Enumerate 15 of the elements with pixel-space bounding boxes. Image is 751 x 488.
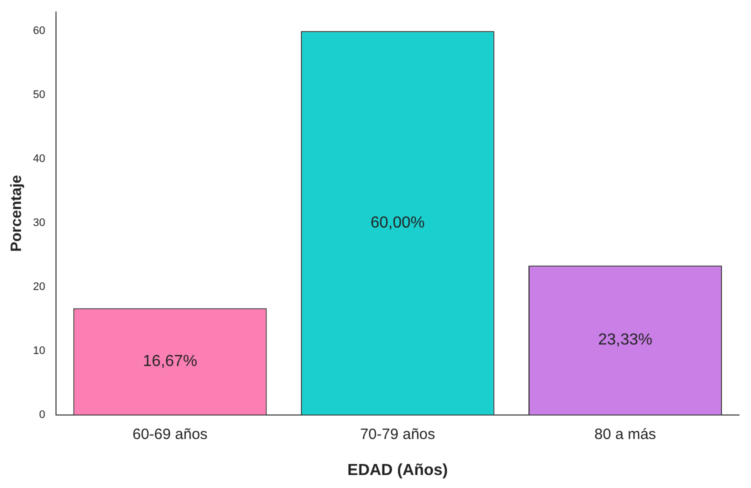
- y-axis-title: Porcentaje: [8, 175, 26, 252]
- y-tick-label: 0: [39, 408, 46, 421]
- x-tick-label: 70-79 años: [360, 426, 436, 443]
- x-axis-title: EDAD (Años): [347, 462, 448, 479]
- x-tick-label: 80 a más: [594, 426, 656, 443]
- y-tick-label: 50: [32, 89, 46, 102]
- data-label: 60,00%: [370, 214, 425, 232]
- y-tick-label: 20: [32, 280, 46, 293]
- y-tick-label: 10: [32, 344, 46, 357]
- y-tick-label: 60: [32, 25, 46, 38]
- y-tick-label: 40: [32, 153, 46, 166]
- data-label: 16,67%: [142, 352, 198, 370]
- data-label: 23,33%: [598, 332, 652, 349]
- x-tick-label: 60-69 años: [132, 426, 208, 443]
- y-tick-label: 30: [32, 217, 46, 230]
